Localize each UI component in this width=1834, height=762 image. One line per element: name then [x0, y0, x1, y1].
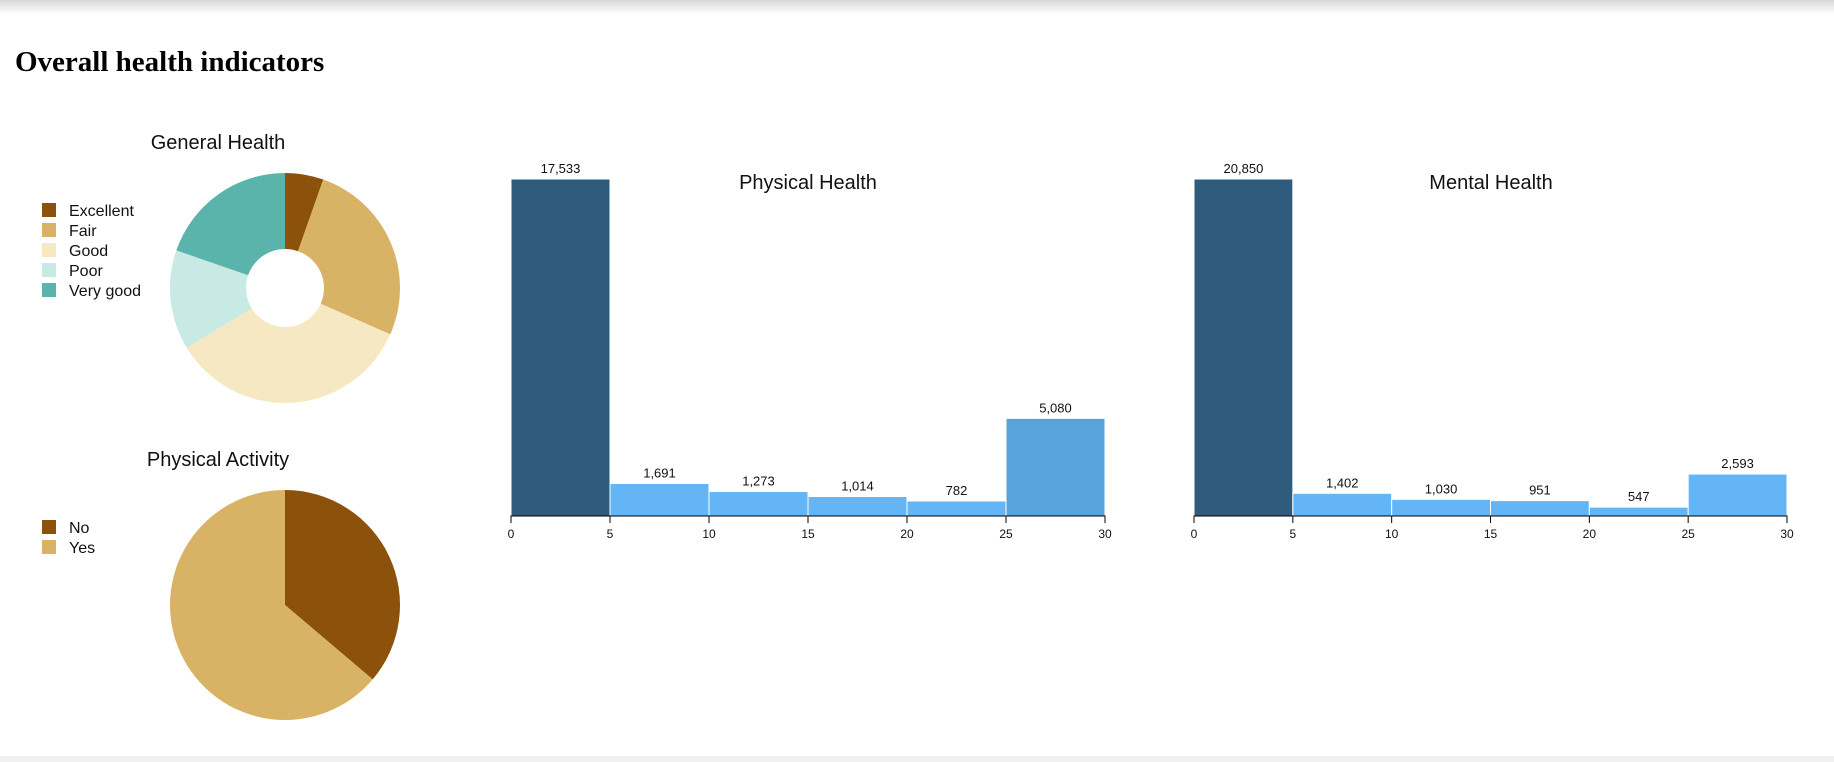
- x-tick-label: 10: [1385, 527, 1399, 541]
- x-tick-label: 20: [900, 527, 914, 541]
- legend-swatch: [42, 223, 56, 237]
- value-label: 1,691: [643, 465, 676, 480]
- pie-slice: [285, 173, 324, 252]
- legend-label: Yes: [69, 540, 95, 557]
- value-label: 1,273: [742, 474, 775, 489]
- pie-slice: [176, 173, 285, 276]
- chart-title: Physical Activity: [147, 449, 289, 471]
- x-tick-label: 25: [1681, 527, 1695, 541]
- legend-swatch: [42, 243, 56, 257]
- top-shadow: [0, 0, 1834, 14]
- chart-title: General Health: [151, 132, 286, 154]
- pie-slice: [297, 179, 400, 335]
- legend-swatch: [42, 263, 56, 277]
- legend-swatch: [42, 520, 56, 534]
- x-tick-label: 0: [1191, 527, 1198, 541]
- histogram-bar: [906, 500, 1007, 517]
- legend-label: Very good: [69, 283, 141, 300]
- value-label: 1,014: [841, 479, 874, 494]
- value-label: 547: [1628, 489, 1650, 504]
- chart-title: Physical Health: [739, 172, 877, 194]
- bottom-line: [0, 756, 1834, 762]
- x-tick-label: 0: [508, 527, 515, 541]
- histogram-bar: [1490, 500, 1590, 517]
- legend-label: Fair: [69, 223, 97, 240]
- legend-label: Poor: [69, 263, 103, 280]
- x-tick-label: 15: [801, 527, 815, 541]
- histogram-bar: [807, 496, 908, 517]
- value-label: 17,533: [541, 161, 581, 176]
- histogram-bar: [1687, 473, 1788, 517]
- chart-title: Mental Health: [1429, 172, 1552, 194]
- histogram-bar: [708, 491, 809, 517]
- x-tick-label: 25: [999, 527, 1013, 541]
- legend-label: No: [69, 520, 90, 537]
- histogram-bar: [609, 482, 710, 517]
- value-label: 20,850: [1224, 161, 1264, 176]
- value-label: 951: [1529, 483, 1551, 498]
- histogram-bar: [1005, 417, 1106, 517]
- value-label: 1,402: [1326, 475, 1359, 490]
- histogram-bar: [1193, 178, 1294, 517]
- pie-slice: [285, 490, 400, 680]
- x-tick-label: 15: [1484, 527, 1498, 541]
- histogram-bar: [1292, 492, 1393, 517]
- x-tick-label: 20: [1583, 527, 1597, 541]
- x-tick-label: 5: [607, 527, 614, 541]
- pie-slice: [170, 250, 252, 348]
- legend-label: Excellent: [69, 203, 134, 220]
- value-label: 1,030: [1425, 481, 1458, 496]
- x-tick-label: 10: [702, 527, 716, 541]
- pie-slice: [186, 303, 391, 403]
- value-label: 782: [946, 483, 968, 498]
- x-tick-label: 30: [1098, 527, 1112, 541]
- x-tick-label: 5: [1289, 527, 1296, 541]
- value-label: 2,593: [1721, 456, 1754, 471]
- x-tick-label: 30: [1780, 527, 1794, 541]
- legend-swatch: [42, 203, 56, 217]
- value-label: 5,080: [1039, 400, 1072, 415]
- pie-slice: [169, 490, 373, 720]
- legend-swatch: [42, 540, 56, 554]
- legend-swatch: [42, 283, 56, 297]
- histogram-bar: [1588, 506, 1689, 517]
- histogram-bar: [510, 178, 611, 517]
- histogram-bar: [1391, 498, 1491, 517]
- page-title: Overall health indicators: [15, 46, 325, 78]
- legend-label: Good: [69, 243, 108, 260]
